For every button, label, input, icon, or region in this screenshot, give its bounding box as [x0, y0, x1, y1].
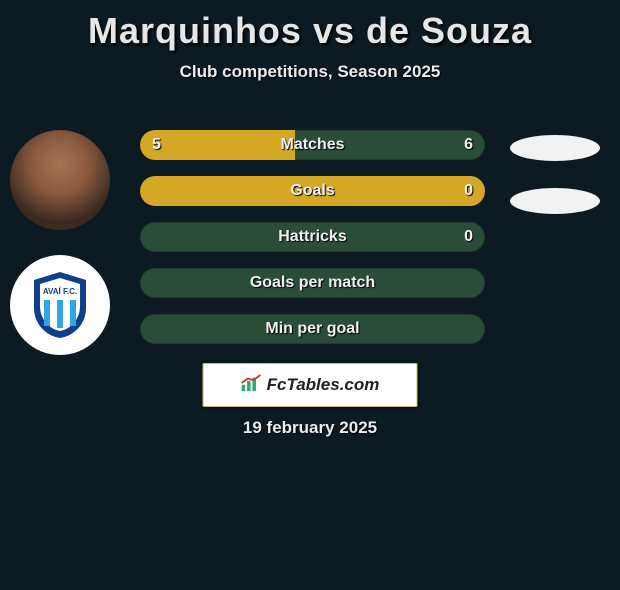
stat-right-value: 0: [464, 222, 473, 252]
stat-label: Goals: [140, 176, 485, 206]
stat-bar-mpg: Min per goal: [140, 314, 485, 344]
stat-right-value: 6: [464, 130, 473, 160]
chart-icon: [241, 374, 263, 397]
stat-right-value: 0: [464, 176, 473, 206]
brand-box[interactable]: FcTables.com: [203, 363, 418, 407]
indicator-oval-1: [510, 135, 600, 161]
avatars-column: AVAÍ F.C.: [10, 130, 120, 380]
player-avatar: [10, 130, 110, 230]
stat-label: Goals per match: [140, 268, 485, 298]
indicator-oval-2: [510, 188, 600, 214]
stat-bar-hattricks: Hattricks 0: [140, 222, 485, 252]
stat-bar-goals: Goals 0: [140, 176, 485, 206]
svg-text:AVAÍ F.C.: AVAÍ F.C.: [43, 287, 77, 296]
shield-icon: AVAÍ F.C.: [30, 270, 90, 340]
club-badge: AVAÍ F.C.: [10, 255, 110, 355]
date-text: 19 february 2025: [243, 418, 377, 438]
stat-label: Min per goal: [140, 314, 485, 344]
stat-bar-gpm: Goals per match: [140, 268, 485, 298]
stat-bar-matches: 5 Matches 6: [140, 130, 485, 160]
stat-label: Hattricks: [140, 222, 485, 252]
stat-label: Matches: [140, 130, 485, 160]
brand-text: FcTables.com: [267, 375, 380, 395]
page-title: Marquinhos vs de Souza: [0, 10, 620, 52]
subtitle: Club competitions, Season 2025: [0, 62, 620, 82]
stat-bars: 5 Matches 6 Goals 0 Hattricks 0 Goals pe…: [140, 130, 485, 360]
